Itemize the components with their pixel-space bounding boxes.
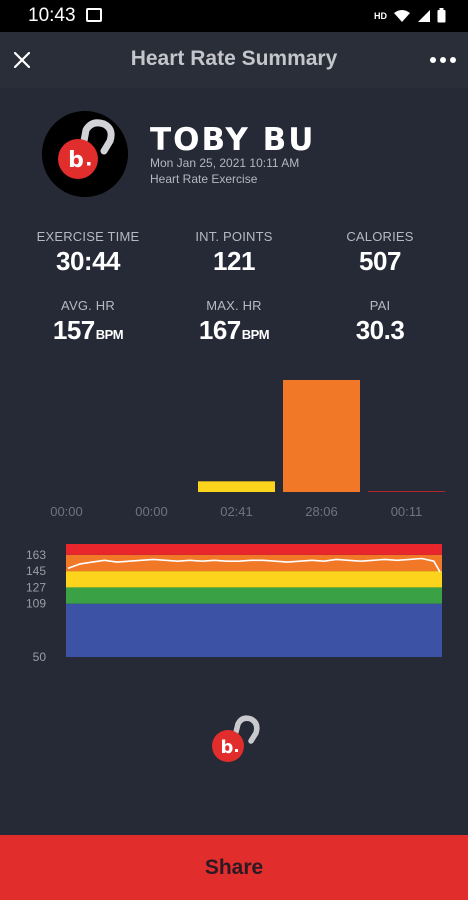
kettlebell-logo-icon: b [42,111,128,197]
kettlebell-logo-icon: b [212,715,260,762]
zone-bar [198,481,275,492]
bar-tick-label: 00:00 [135,504,168,519]
workout-datetime: Mon Jan 25, 2021 10:11 AM [150,156,300,170]
bar-tick-label: 02:41 [220,504,253,519]
hr-axis-tick-label: 50 [33,650,47,664]
stat-max-hr: MAX. HR 167BPM [156,298,312,346]
stat-value: 167BPM [156,315,312,346]
hr-axis-tick-label: 163 [26,548,46,562]
stat-calories: CALORIES 507 [302,229,458,277]
status-time: 10:43 [28,5,76,26]
hr-zone-band [66,587,442,604]
signal-icon [418,9,430,22]
stat-value: 30.3 [355,315,405,345]
stat-label: AVG. HR [61,298,115,313]
hr-zone-band [66,571,442,588]
stat-int-points: INT. POINTS 121 [156,229,312,277]
stat-value: 507 [359,246,401,276]
stat-exercise-time: EXERCISE TIME 30:44 [10,229,166,277]
battery-icon [437,8,446,23]
zone-time-bar-chart: 00:00 00:00 02:41 28:06 00:11 [50,380,445,519]
bar-tick-label: 00:00 [50,504,83,519]
bar-tick-label: 00:11 [391,504,423,519]
bar-tick-label: 28:06 [305,504,338,519]
workout-type: Heart Rate Exercise [150,172,258,186]
app-header: Heart Rate Summary [0,32,468,88]
stat-value: 157BPM [10,315,166,346]
hd-label: HD [374,10,387,21]
stat-value: 121 [213,246,255,276]
hr-axis-tick-label: 127 [26,580,46,594]
stat-number: 157 [52,315,95,345]
page-title: Heart Rate Summary [130,47,338,70]
stat-unit: BPM [95,327,124,342]
hr-zone-band [66,554,442,572]
status-right-group: HD [374,8,446,23]
stat-label: INT. POINTS [195,229,273,244]
stat-unit: BPM [241,327,270,342]
stat-number: 167 [198,315,241,345]
user-name: TOBY BU [150,122,316,158]
hr-zone-band [66,603,442,657]
close-button[interactable] [8,46,36,74]
svg-text:b: b [221,737,234,758]
share-button[interactable]: Share [0,835,468,900]
hr-zone-band [66,544,442,555]
stat-pai: PAI 30.3 [302,298,458,346]
more-options-button[interactable] [428,46,458,74]
hr-axis-tick-label: 145 [26,564,46,578]
heart-rate-zone-chart: 163 145 127 109 50 [26,544,442,664]
close-icon [13,51,31,69]
stat-label: EXERCISE TIME [36,229,140,244]
zone-bar [283,380,360,492]
wifi-icon [394,9,410,22]
stat-label: CALORIES [346,229,414,244]
svg-text:b: b [68,148,84,173]
heart-rate-line [67,557,441,573]
share-label: Share [204,855,264,879]
stat-label: PAI [369,298,391,313]
zone-bar [368,491,445,492]
status-bar: 10:43 HD [0,0,468,32]
stat-label: MAX. HR [206,298,262,313]
stat-value: 30:44 [56,246,121,276]
more-horizontal-icon [430,57,456,63]
hr-axis-tick-label: 109 [26,597,46,611]
stat-avg-hr: AVG. HR 157BPM [10,298,166,346]
avatar: b [42,111,128,197]
image-notification-icon [86,8,102,22]
